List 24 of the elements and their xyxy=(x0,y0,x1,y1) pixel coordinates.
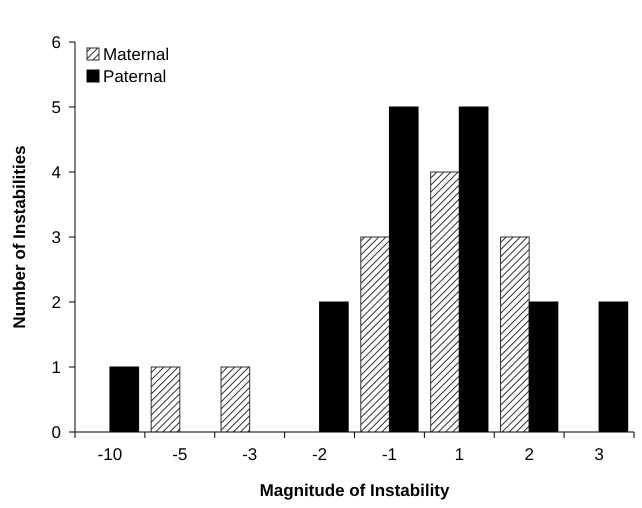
bar xyxy=(430,172,460,432)
bar xyxy=(220,366,250,432)
x-tick-label: -2 xyxy=(312,445,328,464)
x-tick-label: 1 xyxy=(454,445,464,464)
y-tick-label: 1 xyxy=(52,358,61,377)
x-tick-label: -5 xyxy=(172,445,188,464)
y-tick-label: 2 xyxy=(52,292,61,312)
x-tick-label: -10 xyxy=(98,445,122,464)
x-axis-title: Magnitude of Instability xyxy=(260,481,450,500)
x-tick-label: 3 xyxy=(594,445,604,464)
y-tick-label: 0 xyxy=(52,422,61,442)
bar xyxy=(360,236,390,432)
y-tick-label: 4 xyxy=(52,162,61,182)
legend-label: Paternal xyxy=(103,66,166,86)
y-tick-label: 3 xyxy=(52,228,61,247)
bar xyxy=(150,366,180,432)
x-tick-label: 2 xyxy=(524,445,534,464)
y-tick-label: 6 xyxy=(52,32,61,52)
legend-label: Maternal xyxy=(103,44,170,64)
y-tick-label: 5 xyxy=(52,98,61,117)
y-axis-title: Number of Instabilities xyxy=(10,145,29,329)
bar xyxy=(500,236,530,432)
x-tick-label: -3 xyxy=(242,445,258,464)
x-tick-label: -1 xyxy=(382,445,397,464)
